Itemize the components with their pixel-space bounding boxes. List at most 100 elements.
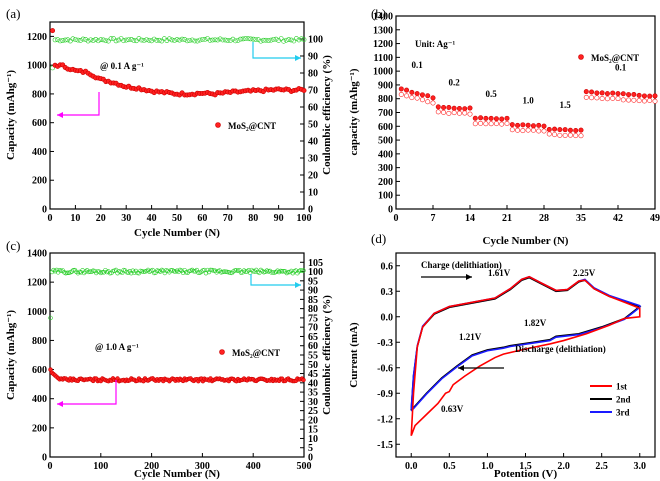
y-tick-label: 600: [32, 365, 47, 376]
x-tick-label: 0.0: [405, 461, 418, 472]
y-tick-label: 1300: [373, 25, 393, 36]
efficiency-point: [271, 36, 276, 42]
charge-point: [435, 104, 441, 110]
charge-point: [419, 92, 425, 98]
peak-label: 0.63V: [441, 404, 464, 414]
x-tick-label: 49: [650, 213, 660, 224]
discharge-point: [599, 95, 605, 101]
discharge-point: [467, 111, 473, 117]
arrow-head: [458, 365, 464, 371]
discharge-point: [488, 121, 494, 127]
efficiency-point: [250, 36, 256, 42]
y-tick-label: 1400: [27, 249, 47, 260]
efficiency-point: [164, 38, 170, 43]
legend-marker: [578, 54, 584, 60]
efficiency-point: [166, 36, 172, 42]
efficiency-point: [177, 37, 182, 43]
y2-tick-label: 35: [308, 388, 318, 399]
efficiency-point: [93, 36, 99, 42]
arrow-line: [250, 274, 301, 286]
efficiency-point: [75, 271, 81, 276]
efficiency-point: [159, 38, 165, 44]
charge-point: [509, 122, 515, 128]
y2-tick-label: 40: [308, 378, 318, 389]
y-tick-label: 400: [378, 149, 393, 160]
charge-point: [599, 90, 605, 96]
discharge-point: [636, 98, 642, 104]
efficiency-point: [65, 37, 71, 43]
efficiency-point: [288, 37, 294, 43]
y-tick-label: 0.6: [381, 261, 394, 272]
arrow-head: [57, 401, 63, 407]
y-tick-label: -0.3: [377, 338, 393, 349]
efficiency-point: [131, 38, 137, 43]
efficiency-point: [149, 38, 154, 44]
y2-tick-label: 80: [308, 69, 318, 80]
y2-tick-label: 0: [308, 453, 313, 464]
charge-point: [472, 115, 478, 121]
rate-annotation: @ 1.0 A g⁻¹: [95, 342, 139, 352]
efficiency-point: [141, 38, 147, 43]
legend-marker: [219, 349, 225, 355]
y-tick-label: 1000: [27, 307, 47, 318]
efficiency-point: [286, 37, 292, 43]
efficiency-point: [205, 36, 210, 42]
x-tick-label: 30: [121, 213, 131, 224]
charge-point: [626, 92, 632, 98]
x-tick-label: 35: [576, 213, 586, 224]
y2-tick-label: 70: [308, 323, 318, 334]
charge-point: [567, 127, 573, 133]
charge-label: Charge (delithiation): [421, 260, 502, 270]
efficiency-point: [74, 269, 79, 275]
arrow-head: [466, 274, 472, 280]
x-tick-label: 2.5: [595, 461, 608, 472]
charge-point: [430, 95, 436, 101]
x-tick-label: 3.0: [634, 461, 647, 472]
discharge-point: [626, 97, 632, 103]
efficiency-point: [174, 37, 180, 42]
efficiency-point: [55, 37, 61, 43]
efficiency-point: [212, 37, 218, 43]
efficiency-point: [100, 37, 106, 43]
charge-point: [610, 90, 616, 96]
efficiency-point: [191, 268, 196, 274]
charge-point: [546, 126, 552, 132]
y2-tick-label: 60: [308, 341, 318, 352]
discharge-point: [409, 95, 415, 101]
charge-point: [483, 115, 489, 121]
efficiency-point: [83, 37, 88, 42]
efficiency-point: [161, 268, 166, 273]
efficiency-point: [179, 36, 185, 42]
efficiency-point: [136, 271, 142, 276]
charge-point: [562, 127, 568, 133]
y2-tick-label: 50: [308, 360, 318, 371]
efficiency-point: [100, 269, 105, 275]
charge-point: [652, 93, 658, 99]
efficiency-point: [263, 37, 269, 43]
charge-point: [504, 115, 510, 121]
x-tick-label: 10: [70, 213, 80, 224]
arrow-line: [252, 42, 301, 59]
discharge-point: [430, 100, 436, 106]
efficiency-point: [270, 270, 276, 275]
discharge-point: [414, 95, 420, 101]
efficiency-point: [217, 36, 223, 42]
efficiency-point: [106, 38, 111, 44]
y-tick-label: 600: [378, 122, 393, 133]
discharge-point: [462, 110, 468, 116]
x-tick-label: 80: [248, 213, 258, 224]
y2-tick-label: 70: [308, 86, 318, 97]
efficiency-point: [279, 269, 285, 274]
efficiency-point: [258, 38, 264, 44]
cv-curve-1st: [410, 275, 641, 437]
y-tick-label: 0: [42, 205, 47, 216]
panel-c: (c)0 100 200 300 400 500020040060080010001200…: [5, 238, 333, 480]
y-tick-label: 1100: [374, 53, 393, 64]
rate-label: 0.1: [615, 63, 627, 73]
efficiency-point: [289, 268, 294, 274]
discharge-point: [425, 99, 431, 105]
efficiency-point: [225, 38, 231, 43]
discharge-point: [435, 109, 441, 115]
charge-point: [573, 128, 579, 134]
